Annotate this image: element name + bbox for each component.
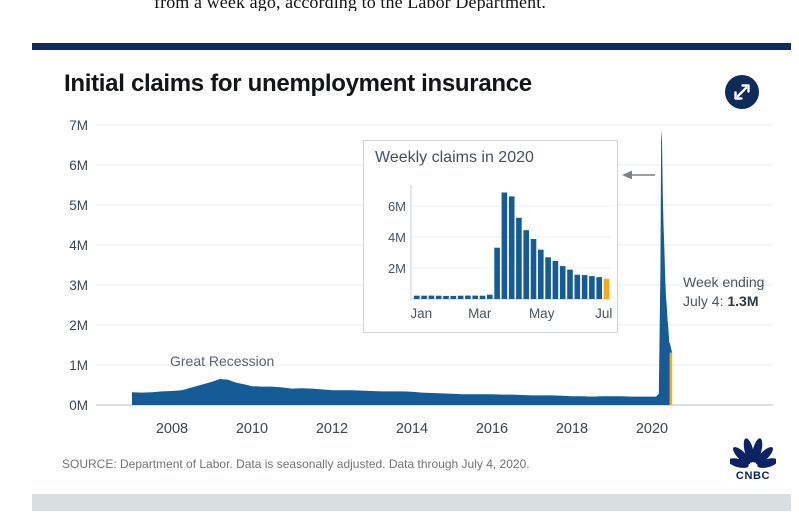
footer-bar xyxy=(32,494,791,511)
week-ending-value: 1.3M xyxy=(727,293,759,309)
svg-text:May: May xyxy=(529,306,555,321)
svg-text:7M: 7M xyxy=(69,118,88,133)
source-note: SOURCE: Department of Labor. Data is sea… xyxy=(62,457,530,471)
inset-x-axis-labels: Jan Mar May Jul xyxy=(410,306,612,321)
week-ending-line2: July 4: xyxy=(683,293,728,309)
svg-text:0M: 0M xyxy=(69,398,88,413)
svg-text:2008: 2008 xyxy=(156,421,188,437)
svg-text:Jul: Jul xyxy=(595,306,612,321)
inset-chart: Weekly claims in 2020 2M 4M 6M Jan Mar May Jul xyxy=(363,140,618,333)
inset-chart-title: Weekly claims in 2020 xyxy=(375,149,534,166)
svg-text:4M: 4M xyxy=(388,230,406,245)
expand-icon xyxy=(734,84,750,100)
divider-bar xyxy=(32,43,791,50)
inset-chart-plot: 2M 4M 6M Jan Mar May Jul xyxy=(388,185,612,321)
svg-text:2018: 2018 xyxy=(556,421,588,437)
inset-bars xyxy=(414,192,610,299)
svg-text:1M: 1M xyxy=(69,358,88,373)
svg-text:2M: 2M xyxy=(388,261,406,276)
svg-text:2014: 2014 xyxy=(396,421,428,437)
svg-text:2016: 2016 xyxy=(476,421,508,437)
latest-week-highlight xyxy=(669,352,673,405)
expand-button[interactable] xyxy=(725,75,759,109)
svg-text:2020: 2020 xyxy=(636,421,668,437)
svg-text:Jan: Jan xyxy=(410,306,432,321)
svg-text:4M: 4M xyxy=(69,238,88,253)
svg-text:2M: 2M xyxy=(69,318,88,333)
article-text-fragment: from a week ago, according to the Labor … xyxy=(154,0,594,11)
svg-text:2012: 2012 xyxy=(316,421,348,437)
inset-pointer-arrow-icon xyxy=(622,170,655,180)
peacock-icon xyxy=(728,438,778,468)
chart-title: Initial claims for unemployment insuranc… xyxy=(64,70,532,97)
cnbc-logo: CNBC xyxy=(728,436,778,482)
week-ending-annotation: Week ending July 4: 1.3M xyxy=(683,273,764,311)
svg-text:Mar: Mar xyxy=(468,306,492,321)
svg-text:2010: 2010 xyxy=(236,421,268,437)
svg-text:6M: 6M xyxy=(388,199,406,214)
svg-text:3M: 3M xyxy=(69,278,88,293)
week-ending-line1: Week ending xyxy=(683,274,765,290)
svg-text:6M: 6M xyxy=(69,158,88,173)
article-text: from a week ago, according to the Labor … xyxy=(154,0,546,11)
svg-text:5M: 5M xyxy=(69,198,88,213)
main-x-axis-labels: 2008 2010 2012 2014 2016 2018 2020 xyxy=(156,421,668,437)
great-recession-label: Great Recession xyxy=(170,353,275,369)
cnbc-logo-text: CNBC xyxy=(735,470,771,482)
